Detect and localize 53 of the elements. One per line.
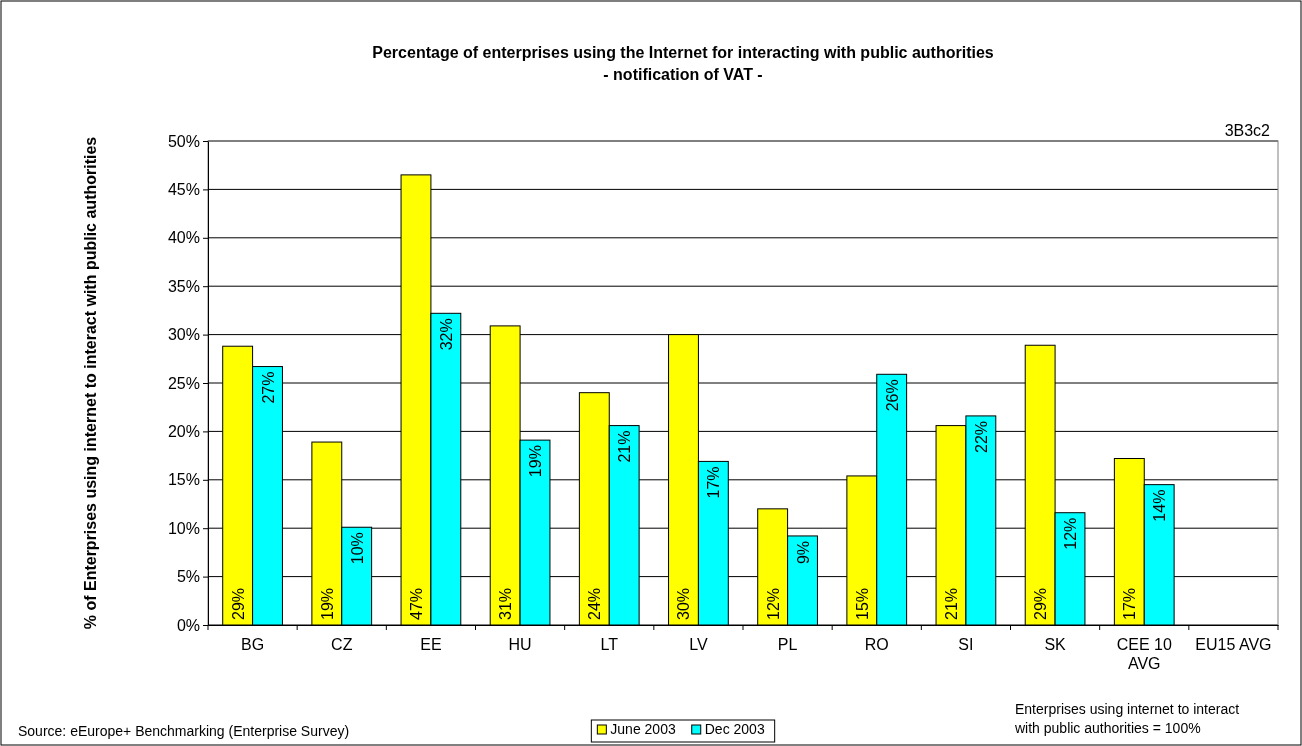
data-label: 31% [497,587,515,620]
y-tick-label: 25% [167,374,200,392]
y-tick-label: 5% [176,568,200,586]
data-label: 15% [853,587,871,620]
data-label: 17% [705,466,723,499]
y-tick-label: 10% [167,519,200,537]
legend-label: June 2003 [610,721,676,737]
text: Enterprises using internet to interact with public authorities = 100% [1014,701,1240,736]
data-label: 27% [259,371,277,404]
data-label: 47% [407,587,425,620]
data-label: 29% [1032,587,1050,620]
y-tick-label: 20% [167,423,200,441]
x-tick-label: SK [1044,636,1067,653]
x-tick-label: SI [958,636,974,653]
data-label: 12% [764,587,782,620]
chart-subtitle: - notification of VAT - [603,66,763,83]
x-tick-label: HU [508,636,532,653]
data-label: 29% [229,587,247,620]
x-tick-label: CZ [331,636,353,653]
legend-label: Dec 2003 [704,721,765,737]
data-label: 19% [527,445,545,478]
data-label: 22% [972,420,990,453]
x-tick-label: BG [241,636,265,653]
data-label: 26% [883,379,901,412]
text: 3B3c2 [1224,122,1271,139]
x-tick-label: RO [864,636,889,653]
x-tick-label: EU15 AVG [1195,636,1272,653]
x-tick-label: PL [777,636,798,653]
chart-title: Percentage of enterprises using the Internet for interacting with public authorities [372,44,994,61]
data-label: 30% [675,587,693,620]
y-tick-label: 35% [167,277,200,295]
data-label: 10% [348,532,366,565]
data-label: 12% [1062,517,1080,550]
data-label: 14% [1151,489,1169,522]
data-label: 32% [437,318,455,351]
y-tick-label: 45% [167,181,200,199]
data-label: 24% [586,587,604,620]
y-tick-label: 40% [167,229,200,247]
x-tick-label: LV [689,636,708,653]
y-axis-title: % of Enterprises using internet to interact with public authorities [82,136,99,630]
source-note: Source: eEurope+ Benchmarking (Enterprise Survey) [18,723,350,739]
data-label: 9% [794,540,812,565]
y-tick-label: 15% [167,471,200,489]
data-label: 21% [616,430,634,463]
x-tick-label: LT [600,636,619,653]
data-label: 21% [942,587,960,620]
y-tick-label: 0% [176,616,200,634]
x-tick-label: EE [420,636,442,653]
y-tick-label: 50% [167,132,200,150]
x-tick-label: CEE 10 AVG [1116,636,1172,672]
y-tick-label: 30% [167,326,200,344]
data-label: 17% [1121,587,1139,620]
data-label: 19% [318,587,336,620]
